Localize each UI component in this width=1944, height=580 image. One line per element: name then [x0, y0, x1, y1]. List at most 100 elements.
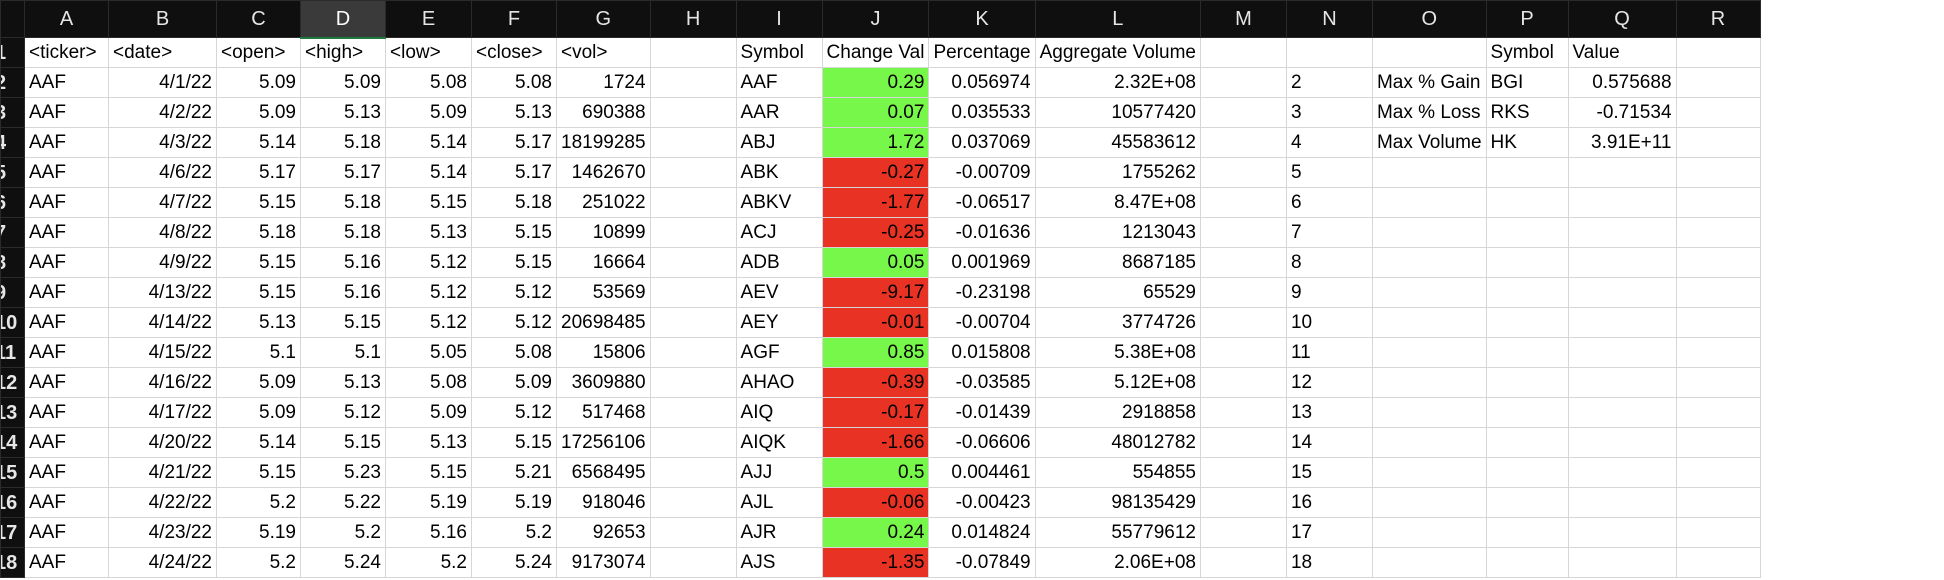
- cell-d17[interactable]: 5.2: [300, 517, 386, 548]
- cell-f13[interactable]: 5.12: [471, 397, 557, 428]
- cell-e14[interactable]: 5.13: [385, 427, 472, 458]
- cell-g15[interactable]: 6568495: [556, 457, 651, 488]
- cell-o9[interactable]: [1371, 277, 1487, 308]
- cell-b2[interactable]: 4/1/22: [108, 67, 217, 98]
- cell-k6[interactable]: -0.06517: [928, 187, 1036, 218]
- cell-j13[interactable]: -0.17: [821, 397, 930, 428]
- row-header[interactable]: 2: [0, 67, 25, 98]
- cell-c14[interactable]: 5.14: [216, 427, 301, 458]
- cell-r3[interactable]: [1675, 97, 1761, 128]
- cell-d9[interactable]: 5.16: [300, 277, 386, 308]
- cell-p13[interactable]: [1485, 397, 1569, 428]
- cell-g18[interactable]: 9173074: [556, 547, 651, 578]
- cell-f8[interactable]: 5.15: [471, 247, 557, 278]
- cell-f11[interactable]: 5.08: [471, 337, 557, 368]
- cell-h13[interactable]: [649, 397, 737, 428]
- cell-c9[interactable]: 5.15: [216, 277, 301, 308]
- cell-g7[interactable]: 10899: [556, 217, 651, 248]
- cell-j4[interactable]: 1.72: [821, 127, 930, 158]
- cell-d14[interactable]: 5.15: [300, 427, 386, 458]
- row-header[interactable]: 7: [0, 217, 25, 248]
- cell-i5[interactable]: ABK: [735, 157, 823, 188]
- cell-q3[interactable]: -0.71534: [1567, 97, 1677, 128]
- cell-m9[interactable]: [1199, 277, 1287, 308]
- cell-r7[interactable]: [1675, 217, 1761, 248]
- cell-o14[interactable]: [1371, 427, 1487, 458]
- cell-o11[interactable]: [1371, 337, 1487, 368]
- cell-k8[interactable]: 0.001969: [928, 247, 1036, 278]
- cell-a11[interactable]: AAF: [24, 337, 109, 368]
- cell-b12[interactable]: 4/16/22: [108, 367, 217, 398]
- cell-q6[interactable]: [1567, 187, 1677, 218]
- cell-a12[interactable]: AAF: [24, 367, 109, 398]
- cell-b13[interactable]: 4/17/22: [108, 397, 217, 428]
- cell-f2[interactable]: 5.08: [471, 67, 557, 98]
- cell-g12[interactable]: 3609880: [556, 367, 651, 398]
- cell-e5[interactable]: 5.14: [385, 157, 472, 188]
- cell-n17[interactable]: 17: [1285, 517, 1373, 548]
- cell-p2[interactable]: BGI: [1485, 67, 1569, 98]
- row-header[interactable]: 8: [0, 247, 25, 278]
- cell-g16[interactable]: 918046: [556, 487, 651, 518]
- cell-c4[interactable]: 5.14: [216, 127, 301, 158]
- cell-c5[interactable]: 5.17: [216, 157, 301, 188]
- cell-f6[interactable]: 5.18: [471, 187, 557, 218]
- cell-k10[interactable]: -0.00704: [928, 307, 1036, 338]
- cell-m18[interactable]: [1199, 547, 1287, 578]
- cell-l16[interactable]: 98135429: [1034, 487, 1201, 518]
- cell-j8[interactable]: 0.05: [821, 247, 930, 278]
- cell-q5[interactable]: [1567, 157, 1677, 188]
- cell-q1[interactable]: Value: [1567, 37, 1677, 68]
- column-header-e[interactable]: E: [385, 0, 472, 38]
- cell-o16[interactable]: [1371, 487, 1487, 518]
- cell-l5[interactable]: 1755262: [1034, 157, 1201, 188]
- row-header[interactable]: 3: [0, 97, 25, 128]
- cell-c6[interactable]: 5.15: [216, 187, 301, 218]
- cell-n8[interactable]: 8: [1285, 247, 1373, 278]
- cell-k5[interactable]: -0.00709: [928, 157, 1036, 188]
- cell-l7[interactable]: 1213043: [1034, 217, 1201, 248]
- cell-b4[interactable]: 4/3/22: [108, 127, 217, 158]
- cell-m6[interactable]: [1199, 187, 1287, 218]
- cell-j12[interactable]: -0.39: [821, 367, 930, 398]
- cell-r14[interactable]: [1675, 427, 1761, 458]
- cell-o15[interactable]: [1371, 457, 1487, 488]
- cell-g6[interactable]: 251022: [556, 187, 651, 218]
- cell-e15[interactable]: 5.15: [385, 457, 472, 488]
- cell-b15[interactable]: 4/21/22: [108, 457, 217, 488]
- row-header[interactable]: 16: [0, 487, 25, 518]
- cell-b6[interactable]: 4/7/22: [108, 187, 217, 218]
- cell-h15[interactable]: [649, 457, 737, 488]
- row-header[interactable]: 15: [0, 457, 25, 488]
- cell-e16[interactable]: 5.19: [385, 487, 472, 518]
- cell-c11[interactable]: 5.1: [216, 337, 301, 368]
- cell-n15[interactable]: 15: [1285, 457, 1373, 488]
- cell-b1[interactable]: <date>: [108, 37, 217, 68]
- cell-g4[interactable]: 18199285: [556, 127, 651, 158]
- cell-i9[interactable]: AEV: [735, 277, 823, 308]
- cell-i10[interactable]: AEY: [735, 307, 823, 338]
- cell-q12[interactable]: [1567, 367, 1677, 398]
- cell-j16[interactable]: -0.06: [821, 487, 930, 518]
- cell-c1[interactable]: <open>: [216, 37, 301, 68]
- cell-r13[interactable]: [1675, 397, 1761, 428]
- cell-n9[interactable]: 9: [1285, 277, 1373, 308]
- cell-r10[interactable]: [1675, 307, 1761, 338]
- cell-a8[interactable]: AAF: [24, 247, 109, 278]
- cell-g17[interactable]: 92653: [556, 517, 651, 548]
- row-header[interactable]: 9: [0, 277, 25, 308]
- cell-e3[interactable]: 5.09: [385, 97, 472, 128]
- cell-g1[interactable]: <vol>: [556, 37, 651, 68]
- cell-p4[interactable]: HK: [1485, 127, 1569, 158]
- cell-a5[interactable]: AAF: [24, 157, 109, 188]
- cell-b10[interactable]: 4/14/22: [108, 307, 217, 338]
- cell-m10[interactable]: [1199, 307, 1287, 338]
- column-header-a[interactable]: A: [24, 0, 109, 38]
- cell-o6[interactable]: [1371, 187, 1487, 218]
- cell-c13[interactable]: 5.09: [216, 397, 301, 428]
- cell-i16[interactable]: AJL: [735, 487, 823, 518]
- cell-r6[interactable]: [1675, 187, 1761, 218]
- cell-q9[interactable]: [1567, 277, 1677, 308]
- cell-f12[interactable]: 5.09: [471, 367, 557, 398]
- cell-r15[interactable]: [1675, 457, 1761, 488]
